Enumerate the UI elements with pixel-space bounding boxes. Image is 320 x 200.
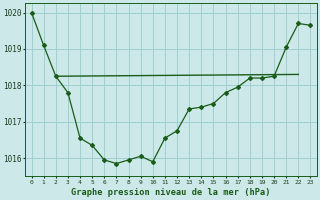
X-axis label: Graphe pression niveau de la mer (hPa): Graphe pression niveau de la mer (hPa) — [71, 188, 271, 197]
